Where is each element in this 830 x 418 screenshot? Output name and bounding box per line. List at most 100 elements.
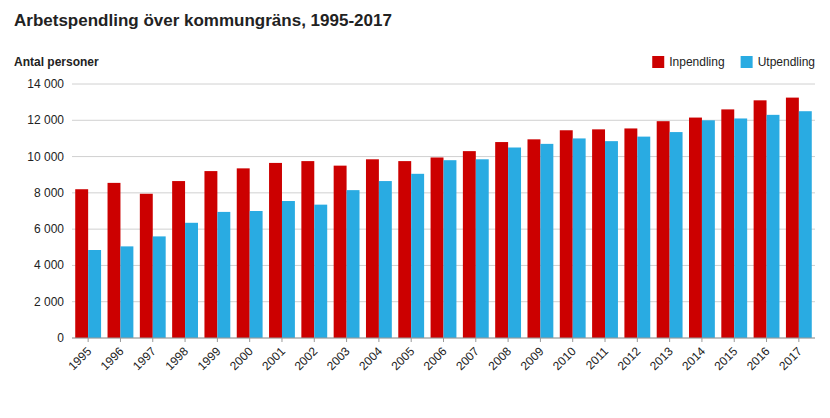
y-tick-label: 12 000	[27, 113, 64, 127]
bars	[75, 98, 812, 338]
y-tick-label: 0	[57, 331, 64, 345]
bar	[140, 194, 153, 338]
bar	[637, 137, 650, 338]
chart-title: Arbetspendling över kommungräns, 1995-20…	[14, 11, 392, 30]
bar	[573, 138, 586, 338]
x-tick	[540, 338, 541, 342]
x-tick-label: 2004	[356, 344, 385, 373]
bar-series	[88, 111, 812, 338]
bar	[88, 250, 101, 338]
x-tick-label: 2003	[324, 344, 353, 373]
y-axis: 02 0004 0006 0008 00010 00012 00014 000	[27, 77, 64, 345]
x-tick	[475, 338, 476, 342]
x-tick-label: 1999	[195, 344, 224, 373]
bar	[721, 109, 734, 338]
x-tick-label: 2014	[679, 344, 708, 373]
y-tick-label: 8 000	[34, 186, 64, 200]
bar	[624, 128, 637, 338]
x-tick-label: 2008	[485, 344, 514, 373]
x-tick	[798, 338, 799, 342]
chart-container: Arbetspendling över kommungräns, 1995-20…	[0, 0, 830, 418]
x-tick	[443, 338, 444, 342]
bar	[592, 129, 605, 338]
x-axis: 1995199619971998199920002001200220032004…	[65, 338, 815, 373]
bar	[172, 181, 185, 338]
bar	[560, 130, 573, 338]
x-tick-label: 1995	[65, 344, 94, 373]
bar	[366, 159, 379, 338]
y-tick-label: 6 000	[34, 222, 64, 236]
x-tick	[152, 338, 153, 342]
bar	[282, 201, 295, 338]
bar	[334, 166, 347, 338]
x-tick	[88, 338, 89, 342]
bar	[527, 139, 540, 338]
grid-line	[72, 84, 815, 85]
bar-series	[75, 98, 799, 338]
legend-item: Inpendling	[652, 55, 724, 69]
bar	[185, 223, 198, 338]
x-tick-label: 2011	[583, 344, 611, 372]
bar	[153, 236, 166, 338]
bar	[237, 168, 250, 338]
bar	[250, 211, 263, 338]
bar	[217, 212, 230, 338]
bar	[301, 161, 314, 338]
chart-svg: Arbetspendling över kommungräns, 1995-20…	[0, 0, 830, 418]
legend-swatch	[741, 56, 753, 68]
x-tick-label: 2012	[615, 344, 644, 373]
x-tick-label: 2000	[227, 344, 256, 373]
x-tick-label: 2005	[389, 344, 418, 373]
x-tick	[346, 338, 347, 342]
x-tick	[605, 338, 606, 342]
bar	[702, 120, 715, 338]
bar	[398, 161, 411, 338]
bar	[444, 160, 457, 338]
bar	[269, 163, 282, 338]
legend-item: Utpendling	[741, 55, 815, 69]
bar	[689, 118, 702, 338]
x-tick	[217, 338, 218, 342]
bar	[767, 115, 780, 338]
bar	[379, 181, 392, 338]
bar	[431, 157, 444, 338]
bar	[347, 190, 360, 338]
bar	[786, 98, 799, 338]
x-tick-label: 1998	[162, 344, 191, 373]
y-tick-label: 4 000	[34, 258, 64, 272]
x-tick-label: 2015	[712, 344, 741, 373]
bar	[75, 189, 88, 338]
x-tick-label: 1996	[98, 344, 127, 373]
x-tick-label: 2017	[776, 344, 805, 373]
x-tick	[185, 338, 186, 342]
x-tick	[314, 338, 315, 342]
bar	[411, 174, 424, 338]
bar	[204, 171, 217, 338]
legend: Inpendling Utpendling	[652, 55, 815, 69]
bar	[540, 144, 553, 338]
x-tick	[637, 338, 638, 342]
y-tick-label: 10 000	[27, 150, 64, 164]
x-tick-label: 2002	[292, 344, 321, 373]
x-tick	[572, 338, 573, 342]
bar	[476, 159, 489, 338]
bar	[463, 151, 476, 338]
x-tick	[378, 338, 379, 342]
x-tick-label: 2013	[647, 344, 676, 373]
x-tick-label: 2016	[744, 344, 773, 373]
bar	[108, 183, 121, 338]
x-tick-label: 2007	[453, 344, 482, 373]
x-tick	[120, 338, 121, 342]
bar	[605, 141, 618, 338]
x-tick-label: 2010	[550, 344, 579, 373]
bar	[120, 246, 133, 338]
bar	[657, 121, 670, 338]
x-tick-label: 1997	[130, 344, 159, 373]
y-tick-label: 14 000	[27, 77, 64, 91]
legend-label: Inpendling	[669, 55, 724, 69]
x-tick	[766, 338, 767, 342]
bar	[314, 205, 327, 338]
y-axis-label: Antal personer	[14, 55, 99, 69]
bar	[754, 100, 767, 338]
x-tick	[281, 338, 282, 342]
